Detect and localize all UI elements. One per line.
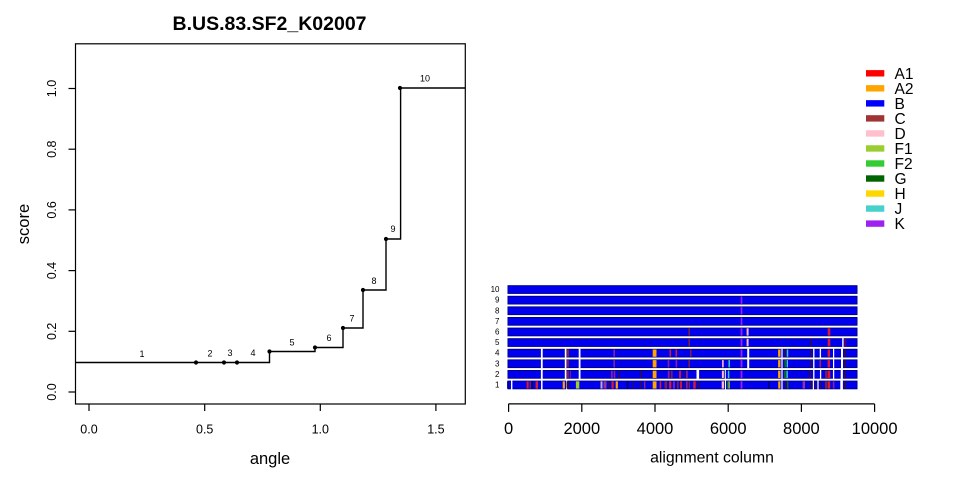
svg-text:G: G <box>895 171 907 188</box>
svg-text:6: 6 <box>326 333 331 343</box>
svg-text:3: 3 <box>495 359 500 368</box>
svg-text:C: C <box>895 111 906 128</box>
svg-text:8000: 8000 <box>783 420 820 438</box>
svg-text:0.5: 0.5 <box>196 423 213 437</box>
svg-text:F1: F1 <box>895 141 913 158</box>
svg-text:6000: 6000 <box>710 420 747 438</box>
svg-text:B: B <box>895 96 905 113</box>
svg-text:score: score <box>15 204 33 244</box>
svg-text:J: J <box>895 201 903 218</box>
svg-text:B.US.83.SF2_K02007: B.US.83.SF2_K02007 <box>172 13 366 35</box>
svg-text:4: 4 <box>495 349 500 358</box>
svg-text:0.0: 0.0 <box>80 423 97 437</box>
svg-text:7: 7 <box>495 317 500 326</box>
svg-text:1.0: 1.0 <box>312 423 329 437</box>
svg-text:0: 0 <box>504 420 513 438</box>
svg-text:1.0: 1.0 <box>45 80 59 97</box>
svg-text:9: 9 <box>390 224 395 234</box>
svg-text:5: 5 <box>495 338 500 347</box>
svg-text:A2: A2 <box>895 81 914 98</box>
svg-text:3: 3 <box>227 348 232 358</box>
svg-text:9: 9 <box>495 296 500 305</box>
svg-text:0.8: 0.8 <box>45 140 59 157</box>
svg-text:1.5: 1.5 <box>427 423 444 437</box>
svg-text:D: D <box>895 126 906 143</box>
svg-text:1: 1 <box>139 349 144 359</box>
svg-text:2: 2 <box>207 349 212 359</box>
svg-text:8: 8 <box>371 276 376 286</box>
svg-text:10: 10 <box>491 285 500 294</box>
svg-text:A1: A1 <box>895 66 914 83</box>
svg-text:H: H <box>895 186 906 203</box>
svg-text:8: 8 <box>495 306 500 315</box>
svg-text:0.4: 0.4 <box>45 262 59 279</box>
svg-text:6: 6 <box>495 327 500 336</box>
svg-text:5: 5 <box>289 338 294 348</box>
svg-text:0.2: 0.2 <box>45 323 59 340</box>
svg-text:7: 7 <box>349 314 354 324</box>
svg-text:K: K <box>895 216 906 233</box>
svg-text:1: 1 <box>495 380 500 389</box>
svg-text:10: 10 <box>420 74 430 84</box>
svg-text:4000: 4000 <box>637 420 674 438</box>
svg-text:angle: angle <box>250 450 290 468</box>
svg-text:alignment column: alignment column <box>650 450 774 467</box>
svg-text:10000: 10000 <box>852 420 898 438</box>
svg-text:4: 4 <box>250 348 255 358</box>
svg-text:2: 2 <box>495 370 500 379</box>
svg-text:F2: F2 <box>895 156 913 173</box>
svg-text:0.0: 0.0 <box>45 383 59 400</box>
svg-text:0.6: 0.6 <box>45 201 59 218</box>
svg-text:2000: 2000 <box>563 420 600 438</box>
